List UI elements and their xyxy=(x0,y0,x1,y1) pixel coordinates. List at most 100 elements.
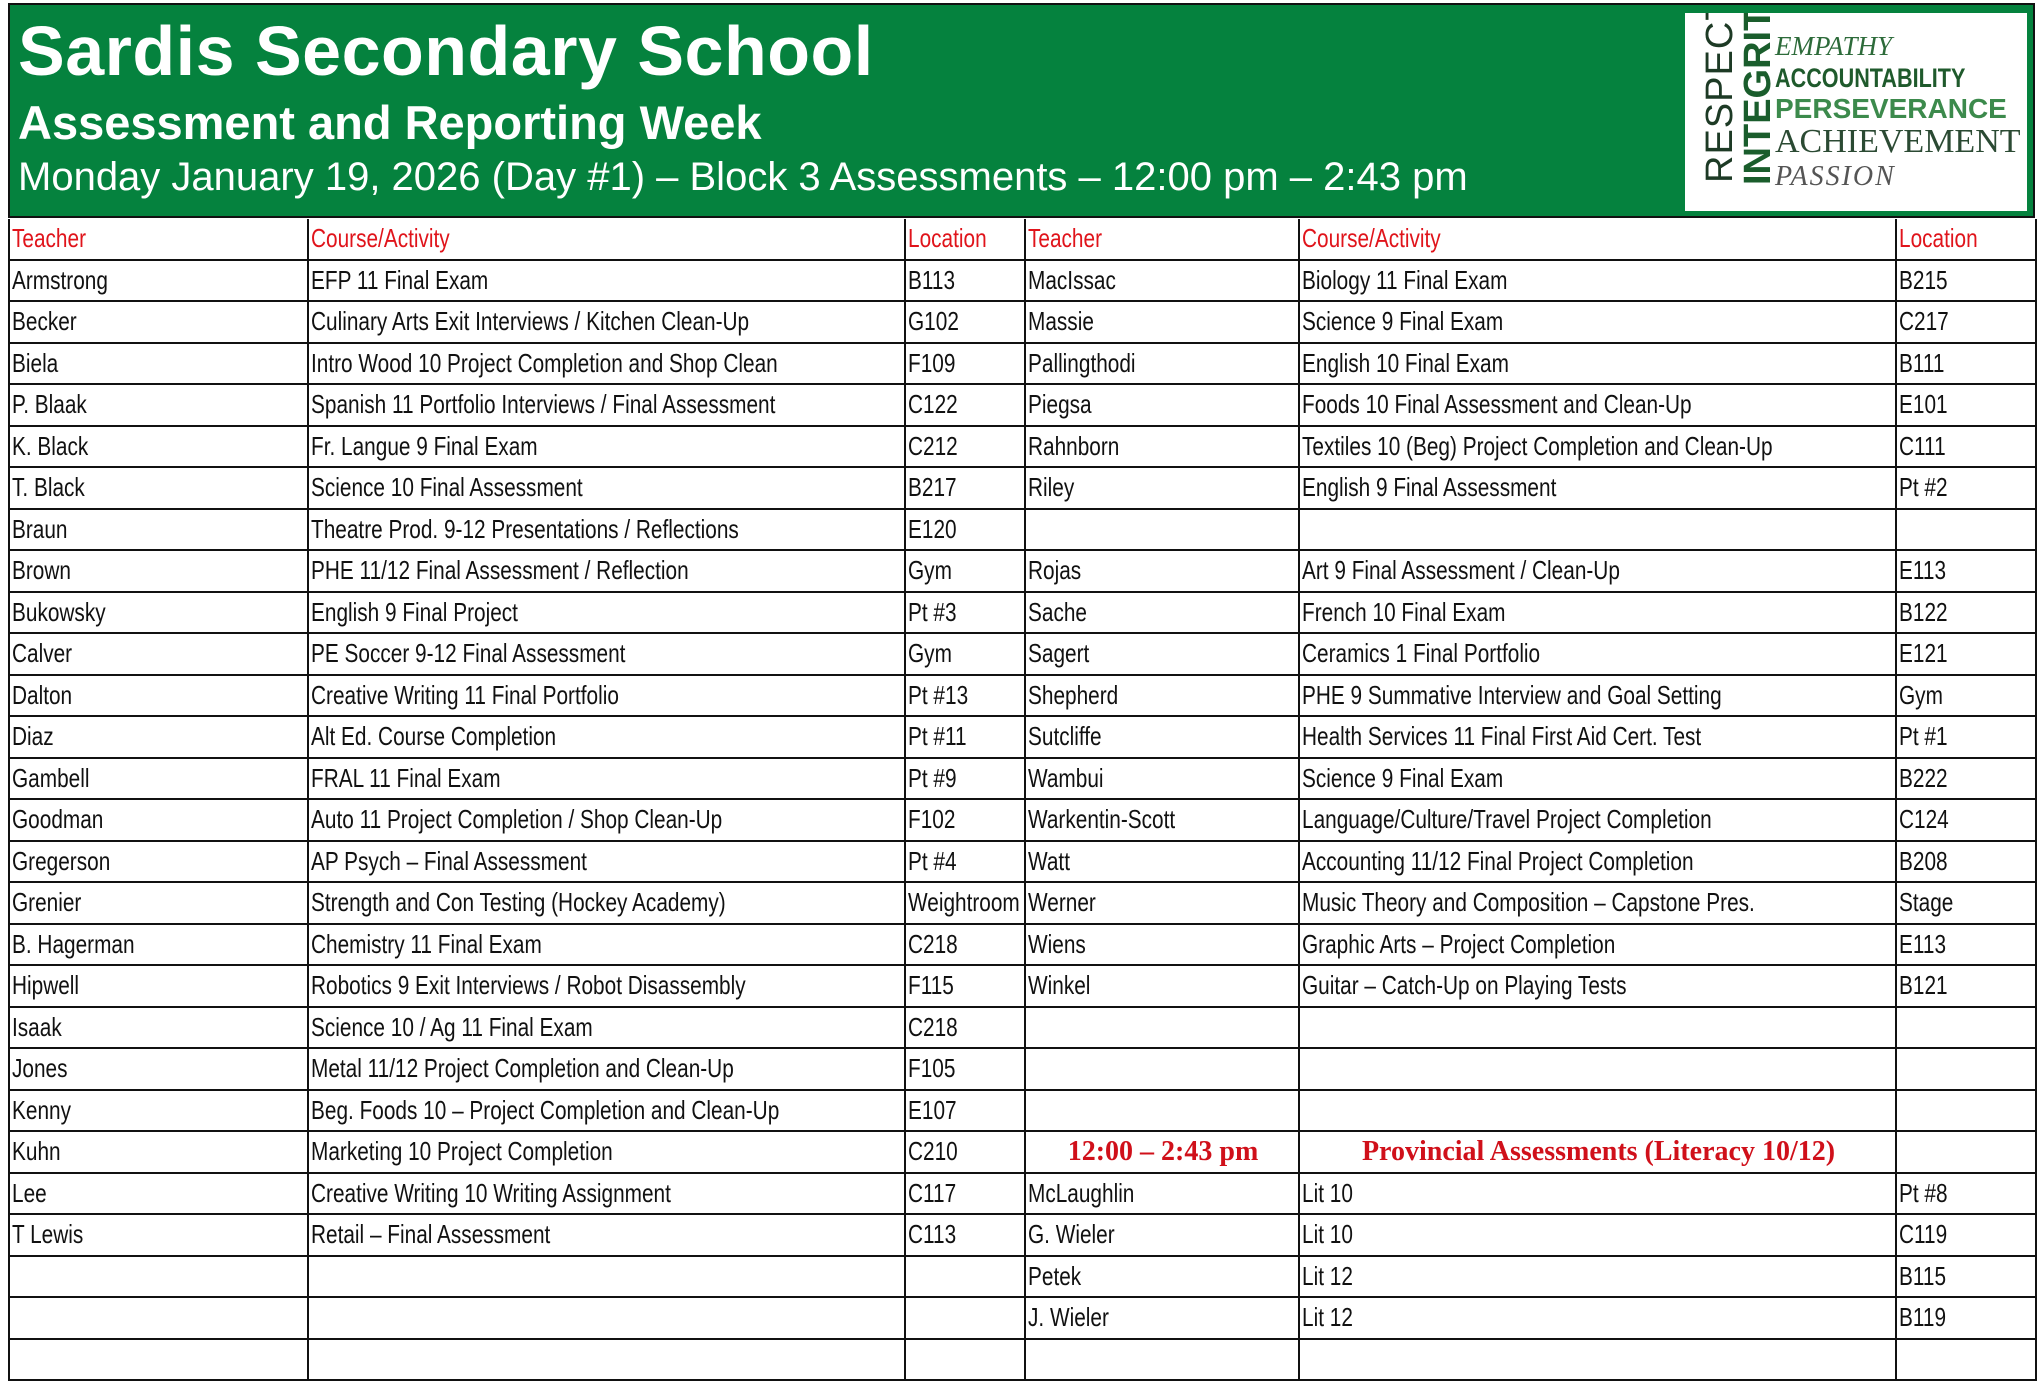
left-teacher: Gregerson xyxy=(8,839,309,883)
left-course-text: Intro Wood 10 Project Completion and Sho… xyxy=(311,347,778,378)
table-row: Jones Metal 11/12 Project Completion and … xyxy=(8,1047,2037,1091)
table-row: Kenny Beg. Foods 10 – Project Completion … xyxy=(8,1088,2037,1132)
right-teacher xyxy=(1024,1088,1300,1132)
right-course: French 10 Final Exam xyxy=(1298,590,1897,634)
right-teacher-text: J. Wieler xyxy=(1028,1302,1109,1333)
left-teacher: Goodman xyxy=(8,798,309,842)
right-location-text: B208 xyxy=(1899,845,1948,876)
column-header-location: Location xyxy=(904,219,1026,261)
right-location-text: Pt #2 xyxy=(1899,472,1948,503)
right-teacher xyxy=(1024,1337,1300,1381)
right-teacher-text: Massie xyxy=(1028,306,1094,337)
right-teacher-text: MacIssac xyxy=(1028,264,1116,295)
table-row: K. Black Fr. Langue 9 Final Exam C212 Rahnb… xyxy=(8,424,2037,468)
table-row: Dalton Creative Writing 11 Final Portfoli… xyxy=(8,673,2037,717)
right-location-text: E113 xyxy=(1899,555,1947,586)
left-course: PHE 11/12 Final Assessment / Reflection xyxy=(307,549,906,593)
left-course-text: Chemistry 11 Final Exam xyxy=(311,928,542,959)
right-teacher xyxy=(1024,507,1300,551)
right-course: PHE 9 Summative Interview and Goal Setti… xyxy=(1298,673,1897,717)
right-course: Accounting 11/12 Final Project Completio… xyxy=(1298,839,1897,883)
right-location xyxy=(1895,1047,2037,1091)
left-course: Creative Writing 10 Writing Assignment xyxy=(307,1171,906,1215)
right-teacher-text: Pallingthodi xyxy=(1028,347,1136,378)
header-row: Teacher Course/Activity Location Teacher Cou… xyxy=(8,219,2037,261)
right-teacher: Sache xyxy=(1024,590,1300,634)
right-location-text: B111 xyxy=(1899,347,1945,378)
left-teacher-text: K. Black xyxy=(12,430,89,461)
left-location: C122 xyxy=(904,383,1026,427)
right-location-text: Gym xyxy=(1899,679,1943,710)
right-teacher: MacIssac xyxy=(1024,258,1300,302)
table-row xyxy=(8,1337,2037,1381)
column-header-location: Location xyxy=(1895,219,2037,261)
provincial-course: Provincial Assessments (Literacy 10/12) xyxy=(1298,1130,1897,1174)
left-teacher: Becker xyxy=(8,300,309,344)
right-course: Language/Culture/Travel Project Completi… xyxy=(1298,798,1897,842)
left-teacher-text: Grenier xyxy=(12,887,82,918)
left-location xyxy=(904,1296,1026,1340)
left-teacher-text: Armstrong xyxy=(12,264,108,295)
left-teacher-text: P. Blaak xyxy=(12,389,87,420)
left-location: Pt #3 xyxy=(904,590,1026,634)
left-teacher-text: Becker xyxy=(12,306,77,337)
left-course: English 9 Final Project xyxy=(307,590,906,634)
provincial-course-text: Provincial Assessments (Literacy 10/12) xyxy=(1361,1135,1836,1167)
column-header-course: Course/Activity xyxy=(307,219,906,261)
left-course: Metal 11/12 Project Completion and Clean… xyxy=(307,1047,906,1091)
right-teacher: Rojas xyxy=(1024,549,1300,593)
table-row: B. Hagerman Chemistry 11 Final Exam C218 Wi… xyxy=(8,922,2037,966)
table-row: T Lewis Retail – Final Assessment C113 G. W… xyxy=(8,1213,2037,1257)
right-location-text: B215 xyxy=(1899,264,1948,295)
left-location-text: Pt #3 xyxy=(908,596,957,627)
left-teacher-text: T. Black xyxy=(12,472,85,503)
right-teacher-text: G. Wieler xyxy=(1028,1219,1115,1250)
right-location: E101 xyxy=(1895,383,2037,427)
column-header-teacher: Teacher xyxy=(1024,219,1300,261)
left-location-text: E107 xyxy=(908,1094,957,1125)
right-teacher: Winkel xyxy=(1024,964,1300,1008)
right-location: C111 xyxy=(1895,424,2037,468)
left-teacher-text: Calver xyxy=(12,638,73,669)
left-course: Theatre Prod. 9-12 Presentations / Refle… xyxy=(307,507,906,551)
table-row: P. Blaak Spanish 11 Portfolio Interviews … xyxy=(8,383,2037,427)
left-teacher-text: Braun xyxy=(12,513,68,544)
left-teacher: Jones xyxy=(8,1047,309,1091)
right-location-text: E101 xyxy=(1899,389,1948,420)
right-location-text: B119 xyxy=(1899,1302,1947,1333)
table-row: Isaak Science 10 / Ag 11 Final Exam C218 xyxy=(8,1005,2037,1049)
right-course: Biology 11 Final Exam xyxy=(1298,258,1897,302)
school-name: Sardis Secondary School xyxy=(18,12,874,90)
right-teacher-text: Sutcliffe xyxy=(1028,721,1102,752)
right-teacher: Massie xyxy=(1024,300,1300,344)
right-teacher: Pallingthodi xyxy=(1024,341,1300,385)
left-course-text: Robotics 9 Exit Interviews / Robot Disas… xyxy=(311,970,746,1001)
left-location: F105 xyxy=(904,1047,1026,1091)
left-teacher-text: Hipwell xyxy=(12,970,80,1001)
right-location xyxy=(1895,1337,2037,1381)
left-course: Culinary Arts Exit Interviews / Kitchen … xyxy=(307,300,906,344)
right-location xyxy=(1895,507,2037,551)
left-course-text: Theatre Prod. 9-12 Presentations / Refle… xyxy=(311,513,739,544)
right-location: Pt #2 xyxy=(1895,466,2037,510)
right-course-text: Lit 10 xyxy=(1302,1177,1353,1208)
left-course: Auto 11 Project Completion / Shop Clean-… xyxy=(307,798,906,842)
right-course-text: Lit 12 xyxy=(1302,1302,1353,1333)
right-teacher: Shepherd xyxy=(1024,673,1300,717)
right-course xyxy=(1298,1337,1897,1381)
left-teacher: Grenier xyxy=(8,881,309,925)
right-course-text: Guitar – Catch-Up on Playing Tests xyxy=(1302,970,1627,1001)
right-location-text: Pt #8 xyxy=(1899,1177,1948,1208)
right-teacher: Riley xyxy=(1024,466,1300,510)
right-course: Ceramics 1 Final Portfolio xyxy=(1298,632,1897,676)
table-row: Goodman Auto 11 Project Completion / Shop… xyxy=(8,798,2037,842)
right-course-text: Foods 10 Final Assessment and Clean-Up xyxy=(1302,389,1692,420)
left-location: Gym xyxy=(904,549,1026,593)
right-course-text: Science 9 Final Exam xyxy=(1302,762,1504,793)
left-teacher: Armstrong xyxy=(8,258,309,302)
right-location: B119 xyxy=(1895,1296,2037,1340)
right-location: B215 xyxy=(1895,258,2037,302)
left-course: Alt Ed. Course Completion xyxy=(307,715,906,759)
column-header-course-text: Course/Activity xyxy=(311,223,450,254)
left-location: B217 xyxy=(904,466,1026,510)
